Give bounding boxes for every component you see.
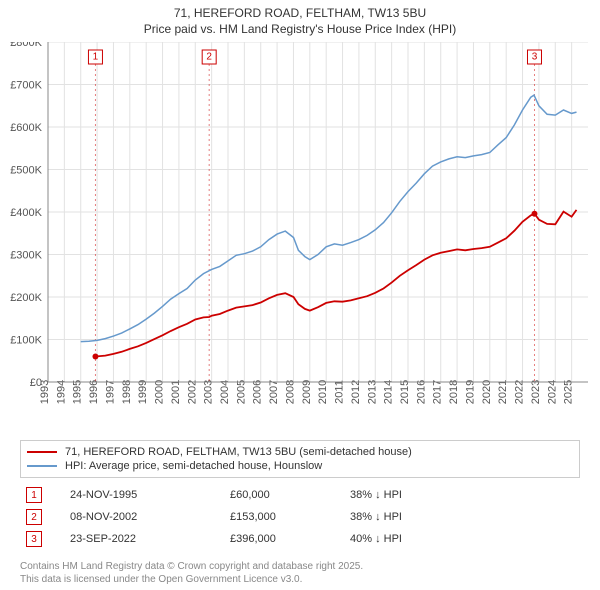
svg-text:1997: 1997 <box>104 380 116 404</box>
title-line1: 71, HEREFORD ROAD, FELTHAM, TW13 5BU <box>0 6 600 20</box>
svg-text:1995: 1995 <box>72 380 84 404</box>
svg-text:1999: 1999 <box>137 380 149 404</box>
footer-line2: This data is licensed under the Open Gov… <box>20 573 580 586</box>
sale-delta: 38% ↓ HPI <box>350 489 470 501</box>
sale-delta: 38% ↓ HPI <box>350 511 470 523</box>
sale-row: 2 08-NOV-2002 £153,000 38% ↓ HPI <box>20 506 580 528</box>
sale-row: 3 23-SEP-2022 £396,000 40% ↓ HPI <box>20 528 580 550</box>
svg-text:2011: 2011 <box>334 380 346 404</box>
sale-price: £153,000 <box>230 511 350 523</box>
svg-text:2015: 2015 <box>399 380 411 404</box>
svg-text:2008: 2008 <box>284 380 296 404</box>
svg-text:£300K: £300K <box>10 250 42 262</box>
svg-text:2023: 2023 <box>530 380 542 404</box>
svg-text:2019: 2019 <box>464 380 476 404</box>
svg-text:2006: 2006 <box>252 380 264 404</box>
sale-date: 24-NOV-1995 <box>70 489 230 501</box>
svg-text:2002: 2002 <box>186 380 198 404</box>
legend-item: HPI: Average price, semi-detached house,… <box>27 459 573 473</box>
svg-text:£200K: £200K <box>10 292 42 304</box>
svg-text:2022: 2022 <box>514 380 526 404</box>
svg-text:2024: 2024 <box>546 380 558 404</box>
svg-text:2012: 2012 <box>350 380 362 404</box>
svg-text:1998: 1998 <box>121 380 133 404</box>
legend-item: 71, HEREFORD ROAD, FELTHAM, TW13 5BU (se… <box>27 445 573 459</box>
svg-text:1994: 1994 <box>55 380 67 404</box>
svg-text:£600K: £600K <box>10 122 42 134</box>
chart-svg: £0£100K£200K£300K£400K£500K£600K£700K£80… <box>0 42 600 434</box>
svg-text:£500K: £500K <box>10 165 42 177</box>
svg-text:2013: 2013 <box>366 380 378 404</box>
footer-line1: Contains HM Land Registry data © Crown c… <box>20 560 580 573</box>
svg-text:2018: 2018 <box>448 380 460 404</box>
svg-text:2009: 2009 <box>301 380 313 404</box>
sale-date: 23-SEP-2022 <box>70 533 230 545</box>
svg-text:2003: 2003 <box>203 380 215 404</box>
sale-price: £60,000 <box>230 489 350 501</box>
legend: 71, HEREFORD ROAD, FELTHAM, TW13 5BU (se… <box>20 440 580 478</box>
sale-date: 08-NOV-2002 <box>70 511 230 523</box>
legend-swatch <box>27 465 57 467</box>
legend-swatch <box>27 451 57 453</box>
sales-table: 1 24-NOV-1995 £60,000 38% ↓ HPI 2 08-NOV… <box>20 484 580 550</box>
svg-text:2007: 2007 <box>268 380 280 404</box>
svg-text:2020: 2020 <box>481 380 493 404</box>
svg-text:3: 3 <box>532 52 538 63</box>
svg-text:2021: 2021 <box>497 380 509 404</box>
sale-marker-icon: 3 <box>26 531 42 547</box>
svg-text:£400K: £400K <box>10 207 42 219</box>
svg-text:2001: 2001 <box>170 380 182 404</box>
svg-text:2014: 2014 <box>383 380 395 404</box>
footer: Contains HM Land Registry data © Crown c… <box>20 560 580 586</box>
svg-text:2: 2 <box>206 52 212 63</box>
legend-label: HPI: Average price, semi-detached house,… <box>65 460 322 472</box>
sale-marker-icon: 1 <box>26 487 42 503</box>
svg-text:2025: 2025 <box>563 380 575 404</box>
sale-row: 1 24-NOV-1995 £60,000 38% ↓ HPI <box>20 484 580 506</box>
svg-text:2000: 2000 <box>154 380 166 404</box>
sale-price: £396,000 <box>230 533 350 545</box>
legend-label: 71, HEREFORD ROAD, FELTHAM, TW13 5BU (se… <box>65 446 412 458</box>
svg-text:2010: 2010 <box>317 380 329 404</box>
svg-text:1996: 1996 <box>88 380 100 404</box>
title-line2: Price paid vs. HM Land Registry's House … <box>0 22 600 36</box>
svg-text:2005: 2005 <box>235 380 247 404</box>
svg-text:£700K: £700K <box>10 80 42 92</box>
svg-text:£800K: £800K <box>10 42 42 49</box>
svg-text:1: 1 <box>93 52 99 63</box>
chart-region: £0£100K£200K£300K£400K£500K£600K£700K£80… <box>0 42 600 434</box>
svg-text:2017: 2017 <box>432 380 444 404</box>
sale-delta: 40% ↓ HPI <box>350 533 470 545</box>
chart-title-block: 71, HEREFORD ROAD, FELTHAM, TW13 5BU Pri… <box>0 0 600 36</box>
svg-text:2004: 2004 <box>219 380 231 404</box>
svg-text:£100K: £100K <box>10 335 42 347</box>
sale-marker-icon: 2 <box>26 509 42 525</box>
svg-text:1993: 1993 <box>39 380 51 404</box>
svg-text:2016: 2016 <box>415 380 427 404</box>
